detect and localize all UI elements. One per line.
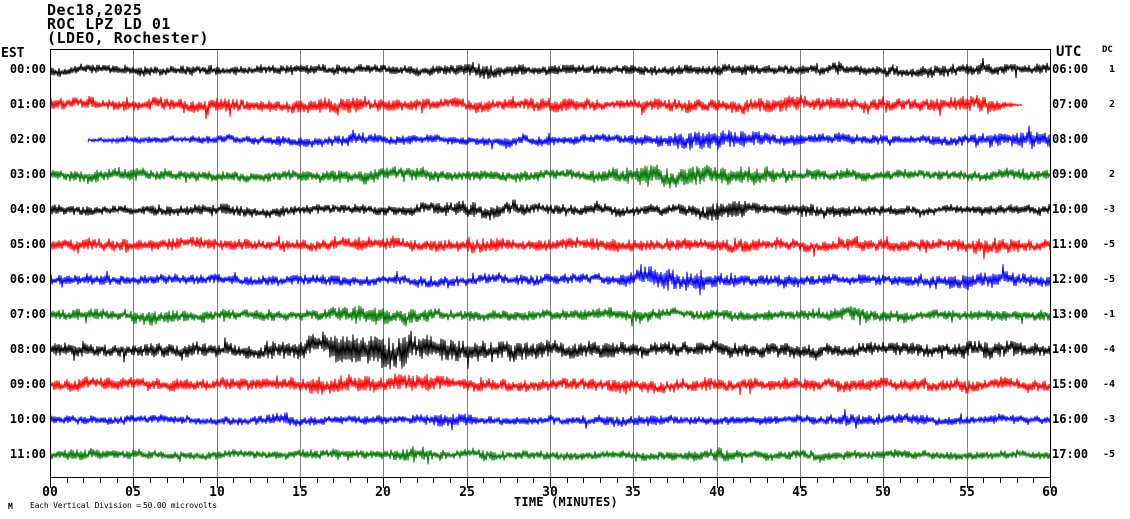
- title-network: (LDEO, Rochester): [47, 29, 210, 47]
- plot-frame: [50, 49, 1051, 478]
- trace-03:00: [50, 164, 1051, 189]
- est-time-label: 09:00: [9, 377, 46, 391]
- xtick-label: 45: [792, 485, 808, 500]
- est-time-label: 05:00: [9, 237, 46, 251]
- trace-11:00: [50, 446, 1051, 465]
- trace-00:00: [50, 57, 1051, 80]
- est-time-label: 06:00: [9, 272, 46, 286]
- xtick-label: 05: [125, 485, 141, 500]
- utc-time-label: 07:00: [1052, 97, 1089, 111]
- utc-time-label: 13:00: [1052, 307, 1089, 321]
- est-time-label: 02:00: [9, 132, 46, 146]
- dc-value: -4: [1102, 379, 1115, 390]
- dc-header: DC: [1102, 45, 1113, 55]
- est-time-label: 08:00: [9, 342, 46, 356]
- scale-note-text: Each Vertical Division =: [30, 501, 141, 510]
- dc-value: -5: [1102, 239, 1115, 250]
- x-axis-ticks: [50, 478, 1051, 488]
- trace-02:00: [87, 125, 1051, 151]
- dc-value: -4: [1102, 344, 1115, 355]
- xtick-label: 35: [625, 485, 641, 500]
- utc-time-label: 16:00: [1052, 412, 1089, 426]
- x-axis-title: TIME (MINUTES): [514, 495, 618, 509]
- utc-time-label: 06:00: [1052, 62, 1089, 76]
- seismic-traces: [50, 57, 1051, 465]
- xtick-label: 10: [209, 485, 225, 500]
- est-time-label: 00:00: [9, 62, 46, 76]
- est-header: EST: [1, 46, 25, 61]
- utc-time-label: 11:00: [1052, 237, 1089, 251]
- gridlines: [133, 50, 968, 478]
- xtick-label: 15: [292, 485, 308, 500]
- utc-time-label: 15:00: [1052, 377, 1089, 391]
- utc-time-label: 17:00: [1052, 447, 1089, 461]
- est-time-label: 11:00: [9, 447, 46, 461]
- trace-04:00: [50, 199, 1051, 221]
- scale-note-value: 50.00 microvolts: [143, 501, 217, 510]
- trace-10:00: [50, 409, 1051, 431]
- trace-07:00: [50, 305, 1051, 327]
- utc-header: UTC: [1056, 44, 1082, 60]
- xtick-label: 55: [959, 485, 975, 500]
- utc-time-label: 08:00: [1052, 132, 1089, 146]
- est-time-label: 03:00: [9, 167, 46, 181]
- trace-05:00: [50, 235, 1051, 260]
- dc-value: 2: [1108, 99, 1115, 110]
- trace-09:00: [50, 373, 1051, 396]
- est-time-label: 10:00: [9, 412, 46, 426]
- dc-value: 1: [1108, 64, 1115, 75]
- utc-time-label: 12:00: [1052, 272, 1089, 286]
- dc-value: -5: [1102, 274, 1115, 285]
- xtick-label: 20: [375, 485, 391, 500]
- est-time-label: 07:00: [9, 307, 46, 321]
- utc-time-label: 10:00: [1052, 202, 1089, 216]
- trace-01:00: [50, 94, 1023, 120]
- utc-time-label: 14:00: [1052, 342, 1089, 356]
- est-time-label: 04:00: [9, 202, 46, 216]
- est-time-label: 01:00: [9, 97, 46, 111]
- scale-marker: M: [8, 502, 13, 511]
- xtick-label: 25: [459, 485, 475, 500]
- trace-08:00: [50, 330, 1051, 370]
- dc-value: -5: [1102, 449, 1115, 460]
- xtick-label: 40: [709, 485, 725, 500]
- dc-value: -3: [1102, 414, 1115, 425]
- xtick-label: 00: [42, 485, 58, 500]
- dc-value: -3: [1102, 204, 1115, 215]
- xtick-label: 50: [875, 485, 891, 500]
- utc-time-label: 09:00: [1052, 167, 1089, 181]
- dc-value: -1: [1102, 309, 1115, 320]
- title-station: ROC LPZ LD 01: [47, 15, 171, 33]
- title-date: Dec18,2025: [47, 1, 143, 19]
- xtick-label: 30: [542, 485, 558, 500]
- trace-06:00: [50, 264, 1051, 296]
- dc-value: 2: [1108, 169, 1115, 180]
- xtick-label: 60: [1042, 485, 1058, 500]
